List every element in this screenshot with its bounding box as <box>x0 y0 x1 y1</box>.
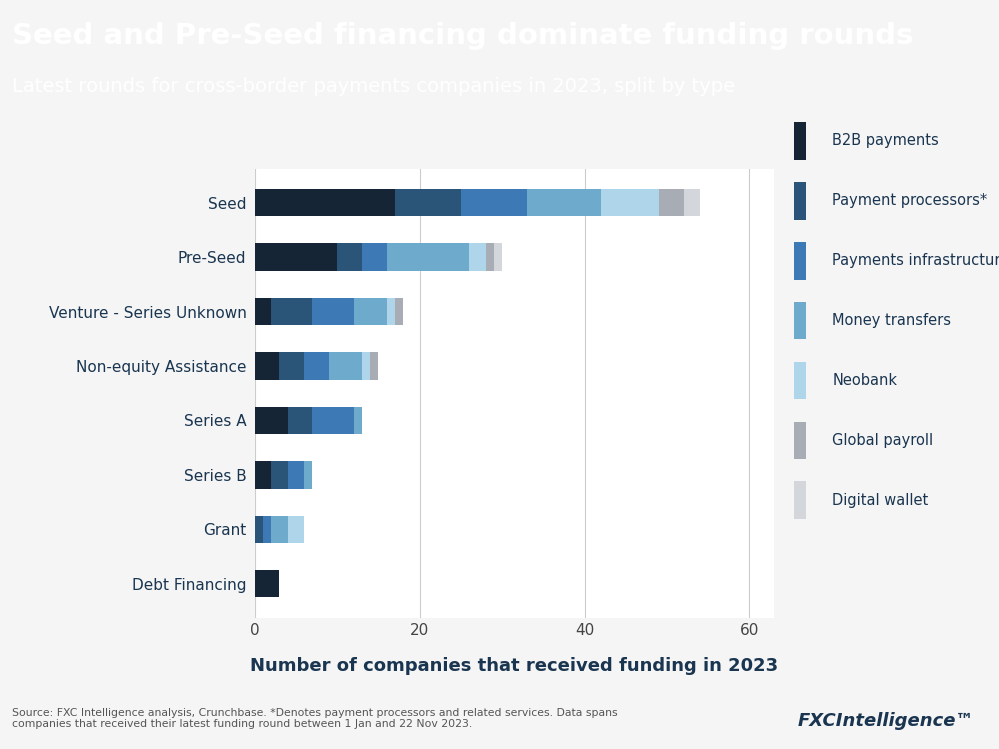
Text: Money transfers: Money transfers <box>832 313 951 328</box>
Bar <box>329 352 362 380</box>
Bar <box>461 189 526 216</box>
Bar <box>658 189 683 216</box>
Bar <box>313 407 354 434</box>
FancyBboxPatch shape <box>794 302 806 339</box>
Text: B2B payments: B2B payments <box>832 133 939 148</box>
Bar <box>683 189 700 216</box>
Text: Digital wallet: Digital wallet <box>832 493 928 508</box>
Text: Payments infrastructure: Payments infrastructure <box>832 253 999 268</box>
FancyBboxPatch shape <box>794 242 806 279</box>
X-axis label: Number of companies that received funding in 2023: Number of companies that received fundin… <box>251 657 778 676</box>
Bar <box>255 461 272 488</box>
Bar <box>395 189 461 216</box>
FancyBboxPatch shape <box>794 422 806 459</box>
Bar <box>272 298 313 325</box>
Bar <box>362 352 371 380</box>
Text: Global payroll: Global payroll <box>832 433 933 448</box>
FancyBboxPatch shape <box>794 122 806 160</box>
Bar <box>255 516 263 543</box>
Bar <box>255 298 272 325</box>
Bar <box>354 407 362 434</box>
FancyBboxPatch shape <box>794 182 806 219</box>
Bar <box>255 189 395 216</box>
FancyBboxPatch shape <box>794 362 806 399</box>
Bar <box>280 352 305 380</box>
Bar <box>387 243 470 270</box>
Bar <box>354 298 387 325</box>
FancyBboxPatch shape <box>794 482 806 519</box>
Bar <box>263 516 272 543</box>
Bar <box>255 407 288 434</box>
Bar <box>305 461 313 488</box>
Bar <box>313 298 354 325</box>
Bar <box>272 516 288 543</box>
Bar <box>371 352 379 380</box>
Text: Seed and Pre-Seed financing dominate funding rounds: Seed and Pre-Seed financing dominate fun… <box>12 22 913 50</box>
Bar <box>288 407 313 434</box>
Bar <box>338 243 362 270</box>
Text: Source: FXC Intelligence analysis, Crunchbase. *Denotes payment processors and r: Source: FXC Intelligence analysis, Crunc… <box>12 708 617 730</box>
Bar <box>255 352 280 380</box>
Bar <box>362 243 387 270</box>
Bar <box>288 516 305 543</box>
Bar <box>255 570 280 598</box>
Bar <box>387 298 395 325</box>
Bar <box>272 461 288 488</box>
Bar <box>486 243 494 270</box>
Bar <box>526 189 601 216</box>
Text: Neobank: Neobank <box>832 373 897 388</box>
Bar <box>601 189 658 216</box>
Bar <box>494 243 502 270</box>
Bar <box>395 298 404 325</box>
Text: FXCIntelligence™: FXCIntelligence™ <box>797 712 974 730</box>
Bar <box>255 243 338 270</box>
Text: Payment processors*: Payment processors* <box>832 193 987 208</box>
Bar <box>305 352 329 380</box>
Text: Latest rounds for cross-border payments companies in 2023, split by type: Latest rounds for cross-border payments … <box>12 76 735 96</box>
Bar <box>470 243 486 270</box>
Bar <box>288 461 305 488</box>
